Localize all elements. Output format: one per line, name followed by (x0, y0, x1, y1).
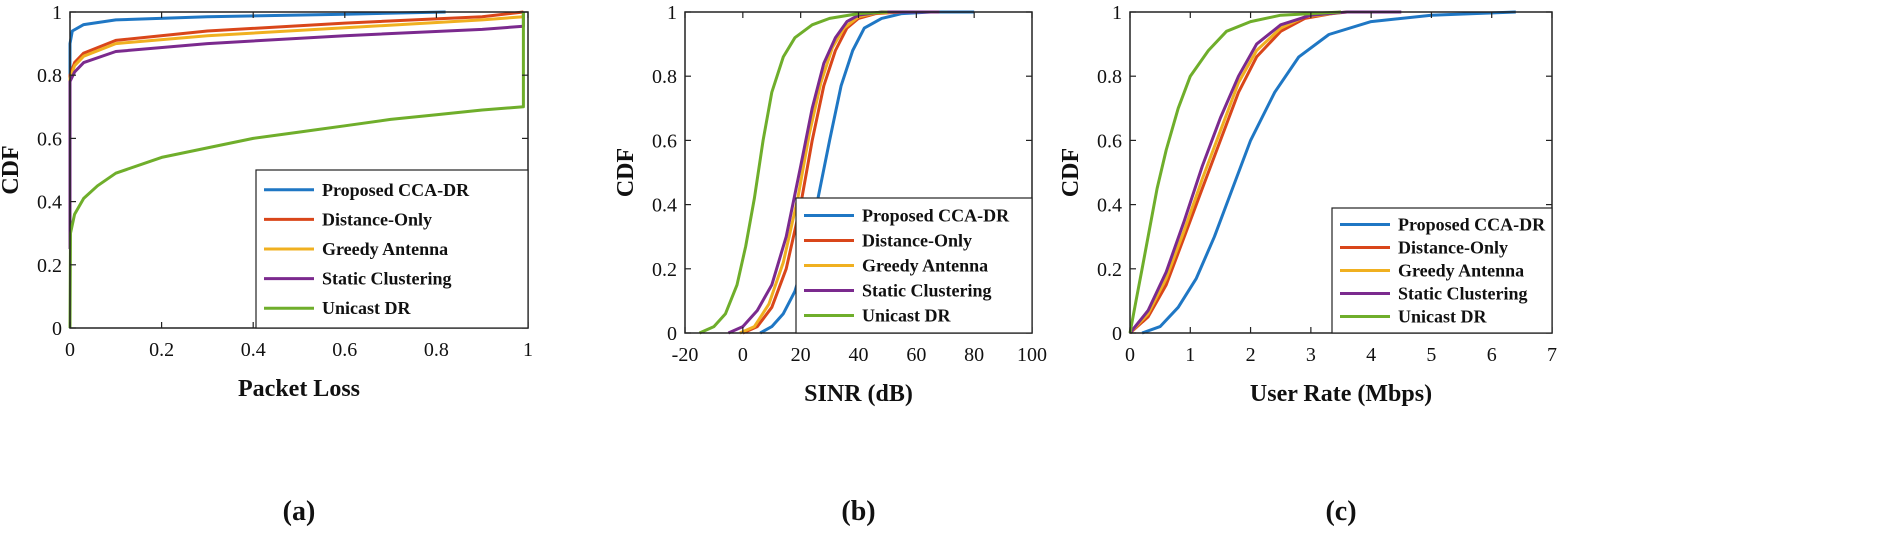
x-tick-label: 0 (1125, 344, 1135, 366)
series-line-proposed-cca-dr (759, 10, 975, 335)
x-axis-label: Packet Loss (238, 376, 360, 402)
y-tick-label: 1 (1112, 2, 1122, 24)
chart-panel-c: 0 1 2 3 4 5 6 7 0 0.2 0.4 0.6 0.8 1 User Rate (Mbps) CD… (1058, 2, 1557, 527)
y-tick-label: 0.8 (37, 65, 62, 87)
legend-entry: Static Clustering (1398, 284, 1528, 304)
series-line-greedy-antenna (68, 12, 525, 234)
caption-paren-left: ( (1325, 496, 1334, 527)
caption-letter: c (1335, 496, 1347, 527)
y-tick-label: 0.2 (37, 255, 62, 277)
legend: Proposed CCA-DR Distance-Only Greedy Anten… (1331, 207, 1553, 334)
y-axis-label: CDF (613, 148, 639, 197)
y-tick-label: 0.6 (37, 128, 62, 150)
y-tick-label: 0.8 (652, 66, 677, 88)
legend-entry: Static Clustering (862, 281, 992, 301)
caption-paren-right: ) (866, 496, 875, 527)
legend-entry: Greedy Antenna (862, 256, 988, 276)
legend-entry: Unicast DR (1398, 307, 1487, 327)
y-tick-label: 0.2 (1097, 259, 1122, 281)
x-tick-label: 20 (791, 344, 811, 366)
series-line-distance-only (1129, 10, 1342, 335)
x-tick-label: -20 (672, 344, 699, 366)
y-axis-label: CDF (1058, 148, 1084, 197)
x-tick-label: 0.2 (149, 339, 174, 361)
y-tick-label: 0.8 (1097, 66, 1122, 88)
y-tick-label: 0.4 (37, 192, 62, 214)
y-tick-label: 0 (52, 318, 62, 340)
y-tick-label: 0 (1112, 323, 1122, 345)
panel-caption: (b) (841, 496, 875, 527)
series-line-unicast-dr (698, 10, 888, 335)
series-line-unicast-dr (68, 12, 525, 329)
chart-panel-a: 0 0.2 0.4 0.6 0.8 1 0 0.2 0.4 0.6 0.8 1 Packet Loss C… (0, 2, 533, 527)
x-tick-label: 100 (1017, 344, 1047, 366)
x-axis-label: SINR (dB) (804, 381, 913, 407)
legend-entry: Distance-Only (1398, 238, 1508, 258)
series-line-greedy-antenna (1128, 10, 1348, 335)
caption-paren-left: ( (841, 496, 850, 527)
y-tick-label: 1 (667, 2, 677, 24)
series-line-unicast-dr (1128, 10, 1342, 334)
x-tick-label: 7 (1547, 344, 1557, 366)
series-line-proposed-cca-dr (1141, 10, 1516, 335)
legend-entry: Greedy Antenna (322, 239, 448, 259)
y-tick-label: 0.4 (652, 195, 677, 217)
legend-entry: Distance-Only (322, 209, 432, 229)
x-tick-label: 60 (906, 344, 926, 366)
legend-entry: Proposed CCA-DR (862, 206, 1010, 226)
y-axis-label: CDF (0, 145, 24, 194)
x-tick-label: 40 (849, 344, 869, 366)
x-tick-label: 0.4 (241, 339, 266, 361)
legend-entry: Proposed CCA-DR (1398, 215, 1546, 235)
legend-entry: Greedy Antenna (1398, 261, 1524, 281)
x-tick-label: 1 (1185, 344, 1195, 366)
x-tick-label: 0.6 (332, 339, 357, 361)
y-tick-label: 0 (667, 323, 677, 345)
legend-entry: Unicast DR (862, 306, 951, 326)
x-tick-label: 0 (738, 344, 748, 366)
x-tick-label: 0 (65, 339, 75, 361)
x-tick-label: 5 (1426, 344, 1436, 366)
x-tick-label: 1 (523, 339, 533, 361)
legend-entry: Static Clustering (322, 269, 452, 289)
caption-paren-right: ) (1347, 496, 1356, 527)
legend: Proposed CCA-DR Distance-Only Greedy Anten… (255, 169, 529, 329)
y-tick-label: 0.4 (1097, 195, 1122, 217)
x-tick-label: 0.8 (424, 339, 449, 361)
legend: Proposed CCA-DR Distance-Only Greedy Anten… (795, 197, 1033, 334)
legend-entry: Distance-Only (862, 231, 972, 251)
x-axis-label: User Rate (Mbps) (1250, 381, 1432, 407)
x-tick-label: 4 (1366, 344, 1376, 366)
x-tick-label: 6 (1487, 344, 1497, 366)
caption-paren-right: ) (306, 496, 315, 527)
legend-entry: Proposed CCA-DR (322, 180, 470, 200)
x-tick-label: 2 (1246, 344, 1256, 366)
x-tick-label: 80 (964, 344, 984, 366)
y-tick-label: 0.2 (652, 259, 677, 281)
caption-paren-left: ( (283, 496, 292, 527)
caption-letter: b (851, 496, 867, 527)
x-tick-label: 3 (1306, 344, 1316, 366)
caption-letter: a (292, 496, 306, 527)
y-tick-label: 0.6 (652, 130, 677, 152)
y-tick-label: 1 (52, 2, 62, 24)
panel-caption: (c) (1325, 496, 1356, 527)
legend-entry: Unicast DR (322, 298, 411, 318)
panel-caption: (a) (283, 496, 316, 527)
y-tick-label: 0.6 (1097, 130, 1122, 152)
series-line-static-clustering (68, 12, 525, 249)
